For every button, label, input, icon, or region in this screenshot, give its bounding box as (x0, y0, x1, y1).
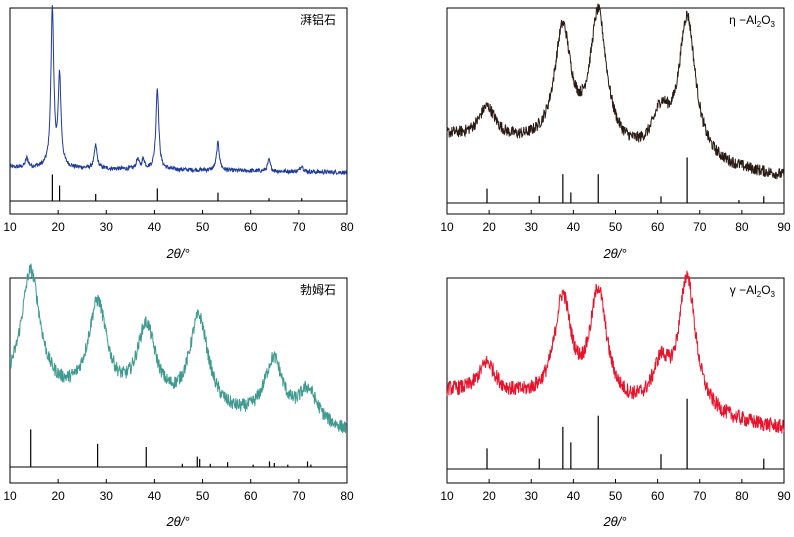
title-mid: O (761, 283, 770, 297)
x-axis-ticks: 10 20 30 40 50 60 70 80 90 (440, 210, 791, 234)
x-tick-label: 70 (292, 220, 306, 234)
x-tick-label: 50 (609, 220, 623, 234)
reference-lines (486, 398, 765, 469)
title-sub: 3 (771, 290, 776, 299)
panel-frame (9, 277, 348, 484)
panel-gibbsite: 10 20 30 40 50 60 70 80 湃铝石 2θ/° (3, 5, 354, 261)
x-tick-label: 80 (340, 220, 354, 234)
x-tick-label: 40 (567, 489, 581, 503)
x-tick-label: 80 (735, 489, 749, 503)
x-tick-label: 70 (693, 489, 707, 503)
x-axis-label: 2θ/° (165, 514, 189, 529)
x-axis-label: 2θ/° (165, 246, 189, 261)
x-tick-label: 10 (3, 220, 17, 234)
x-tick-label: 90 (777, 489, 791, 503)
x-tick-label: 80 (735, 220, 749, 234)
panel-boehmite: 10 20 30 40 50 60 70 80 勃姆石 2θ/° (3, 263, 354, 529)
x-tick-label: 60 (651, 220, 665, 234)
x-tick-label: 40 (148, 489, 162, 503)
x-tick-label: 40 (148, 220, 162, 234)
x-axis-label: 2θ/° (602, 514, 626, 529)
reference-lines (486, 157, 765, 203)
x-tick-label: 50 (609, 489, 623, 503)
x-axis-label: 2θ/° (602, 246, 626, 261)
x-tick-label: 90 (777, 220, 791, 234)
x-axis-ticks: 10 20 30 40 50 60 70 80 90 (440, 479, 791, 503)
panel-title: 湃铝石 (300, 12, 336, 27)
x-tick-label: 40 (567, 220, 581, 234)
x-tick-label: 20 (51, 220, 65, 234)
title-sub: 2 (757, 290, 762, 299)
x-tick-label: 30 (100, 489, 114, 503)
xrd-trace (9, 5, 348, 176)
x-axis-ticks: 10 20 30 40 50 60 70 80 (3, 210, 354, 234)
title-mid: O (761, 13, 770, 27)
x-tick-label: 10 (440, 220, 454, 234)
reference-lines (30, 429, 312, 467)
x-tick-label: 50 (196, 220, 210, 234)
x-tick-label: 80 (340, 489, 354, 503)
x-tick-label: 60 (651, 489, 665, 503)
panel-title: γ −Al2O3 (730, 283, 776, 299)
panel-gamma-alumina: 10 20 30 40 50 60 70 80 90 γ −Al2O3 2θ/° (440, 270, 791, 529)
x-tick-label: 60 (244, 489, 258, 503)
x-tick-label: 10 (440, 489, 454, 503)
x-tick-label: 70 (292, 489, 306, 503)
x-tick-label: 30 (100, 220, 114, 234)
x-tick-label: 60 (244, 220, 258, 234)
x-tick-label: 50 (196, 489, 210, 503)
panel-frame (9, 7, 348, 215)
reference-lines (51, 174, 303, 201)
title-main: η −Al (729, 13, 757, 27)
x-tick-label: 70 (693, 220, 707, 234)
title-main: γ −Al (730, 283, 757, 297)
x-tick-label: 20 (51, 489, 65, 503)
x-tick-label: 30 (525, 220, 539, 234)
x-tick-label: 10 (3, 489, 17, 503)
panel-title: η −Al2O3 (729, 13, 775, 29)
title-sub: 3 (771, 20, 776, 29)
panel-title: 勃姆石 (300, 283, 336, 297)
xrd-trace (9, 263, 348, 434)
x-tick-label: 30 (525, 489, 539, 503)
x-tick-label: 20 (482, 220, 496, 234)
panel-eta-alumina: 10 20 30 40 50 60 70 80 90 η −Al2O3 2θ/° (440, 3, 791, 261)
xrd-trace (446, 270, 785, 434)
xrd-trace (446, 3, 785, 180)
x-axis-ticks: 10 20 30 40 50 60 70 80 (3, 479, 354, 503)
x-tick-label: 20 (482, 489, 496, 503)
title-sub: 2 (757, 20, 762, 29)
